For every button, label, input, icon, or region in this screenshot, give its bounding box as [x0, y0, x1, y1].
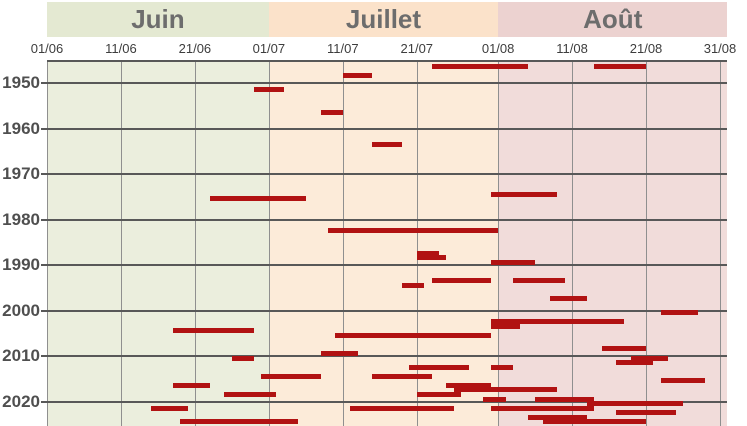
heatwave-bar-2005 — [172, 328, 255, 334]
vertical-gridline — [342, 60, 344, 426]
month-label-juillet: Juillet — [345, 4, 422, 34]
heatwave-bar-2018 — [453, 387, 558, 393]
heatwave-bar-2003 — [490, 319, 624, 325]
heatwave-bar-2011 — [631, 355, 669, 361]
heatwave-bar-2020 — [535, 396, 595, 402]
y-tick-label: 1970 — [2, 164, 40, 183]
heatwave-bar-1947 — [594, 64, 647, 70]
heatwave-bar-1976 — [209, 196, 306, 202]
decade-gridline — [41, 173, 728, 175]
heatwave-bar-1983 — [328, 228, 499, 234]
heatwave-bar-2022 — [150, 405, 188, 411]
plot-band-août — [498, 60, 728, 426]
x-tick-label: 21/07 — [400, 41, 434, 56]
heatwave-bar-2011 — [231, 355, 255, 361]
heatwave-bar-1949 — [342, 73, 373, 79]
heatwave-bar-1994 — [512, 278, 565, 284]
heatwave-bar-1994 — [431, 278, 491, 284]
heatwave-bar-1964 — [372, 141, 402, 147]
vertical-gridline — [416, 60, 418, 426]
heatwave-bar-2021 — [586, 401, 684, 407]
vertical-gridline — [47, 60, 48, 426]
heatwave-bar-1975 — [490, 191, 558, 197]
heatwave-bar-2012 — [616, 360, 654, 366]
x-tick-label: 01/08 — [481, 41, 515, 56]
heatwave-bar-2023 — [616, 410, 676, 416]
y-tick-label: 2010 — [2, 346, 40, 365]
x-tick-label: 31/08 — [703, 41, 737, 56]
vertical-gridline — [120, 60, 122, 426]
heatwave-bar-1952 — [254, 87, 284, 93]
heatwave-bar-1998 — [549, 296, 587, 302]
heatwave-bar-2013 — [409, 364, 469, 370]
heatwave-bar-2009 — [601, 346, 647, 352]
x-tick-label: 21/06 — [178, 41, 212, 56]
y-tick-label: 2000 — [2, 300, 40, 320]
x-tick-label: 11/08 — [556, 41, 588, 56]
x-tick-label: 01/07 — [252, 41, 286, 56]
vertical-gridline — [498, 60, 500, 426]
x-tick-label: 21/08 — [629, 41, 663, 56]
vertical-gridline — [572, 60, 574, 426]
y-tick-label: 2020 — [2, 391, 40, 411]
heatwave-bar-2025 — [180, 419, 299, 425]
heatwave-bar-2013 — [490, 364, 513, 370]
plot-band-juillet — [268, 60, 499, 426]
heatwave-bar-2016 — [660, 378, 706, 384]
decade-gridline — [41, 218, 728, 221]
x-tick-label: 01/06 — [30, 41, 64, 56]
y-tick-label: 1960 — [2, 118, 40, 138]
heatwave-bar-2004 — [490, 323, 521, 329]
month-band-juin — [47, 2, 269, 37]
x-tick-label: 11/07 — [327, 41, 359, 56]
y-tick-label: 1980 — [2, 209, 40, 229]
decade-gridline — [41, 264, 728, 266]
heatwave-bar-2022 — [490, 405, 595, 411]
vertical-gridline — [646, 60, 648, 426]
heatwave-bar-2010 — [320, 351, 358, 356]
heatwave-bar-1989 — [416, 255, 447, 261]
decade-gridline — [41, 127, 728, 130]
y-tick-label: 1950 — [2, 73, 40, 92]
plot-top-border — [47, 60, 728, 62]
month-band-août — [498, 2, 728, 37]
month-label-août: Août — [583, 4, 643, 34]
vertical-gridline — [194, 60, 196, 426]
y-tick-label: 1990 — [2, 255, 40, 274]
heatwave-bar-2019 — [224, 391, 277, 397]
heatwave-bar-2006 — [335, 332, 491, 338]
heatwave-bar-2001 — [660, 310, 698, 316]
heatwave-bar-1995 — [401, 282, 425, 288]
heatwave-bar-2015 — [261, 373, 321, 379]
decade-gridline — [41, 400, 728, 403]
heatwave-bar-2025 — [542, 419, 647, 425]
heatwave-bar-2024 — [527, 414, 587, 420]
vertical-gridline — [719, 60, 721, 426]
heatwave-bar-1988 — [416, 250, 439, 256]
heatwave-bar-1947 — [431, 64, 528, 70]
heatwave-bar-2020 — [483, 396, 506, 402]
decade-gridline — [41, 355, 728, 357]
plot-band-juin — [47, 60, 269, 426]
heatwave-bar-2017 — [446, 382, 491, 388]
decade-gridline — [41, 82, 728, 84]
heatwave-bar-2022 — [350, 405, 454, 411]
decade-gridline — [41, 309, 728, 312]
heatwave-bar-2019 — [416, 391, 462, 397]
month-label-juin: Juin — [131, 4, 185, 34]
heatwave-bar-2015 — [372, 373, 432, 379]
x-tick-label: 11/06 — [105, 41, 137, 56]
heatwave-bar-1957 — [320, 109, 343, 115]
heatwave-bar-1990 — [490, 260, 536, 265]
month-band-juillet — [268, 2, 499, 37]
heatwave-bar-2017 — [172, 382, 210, 388]
vertical-gridline — [268, 60, 270, 426]
